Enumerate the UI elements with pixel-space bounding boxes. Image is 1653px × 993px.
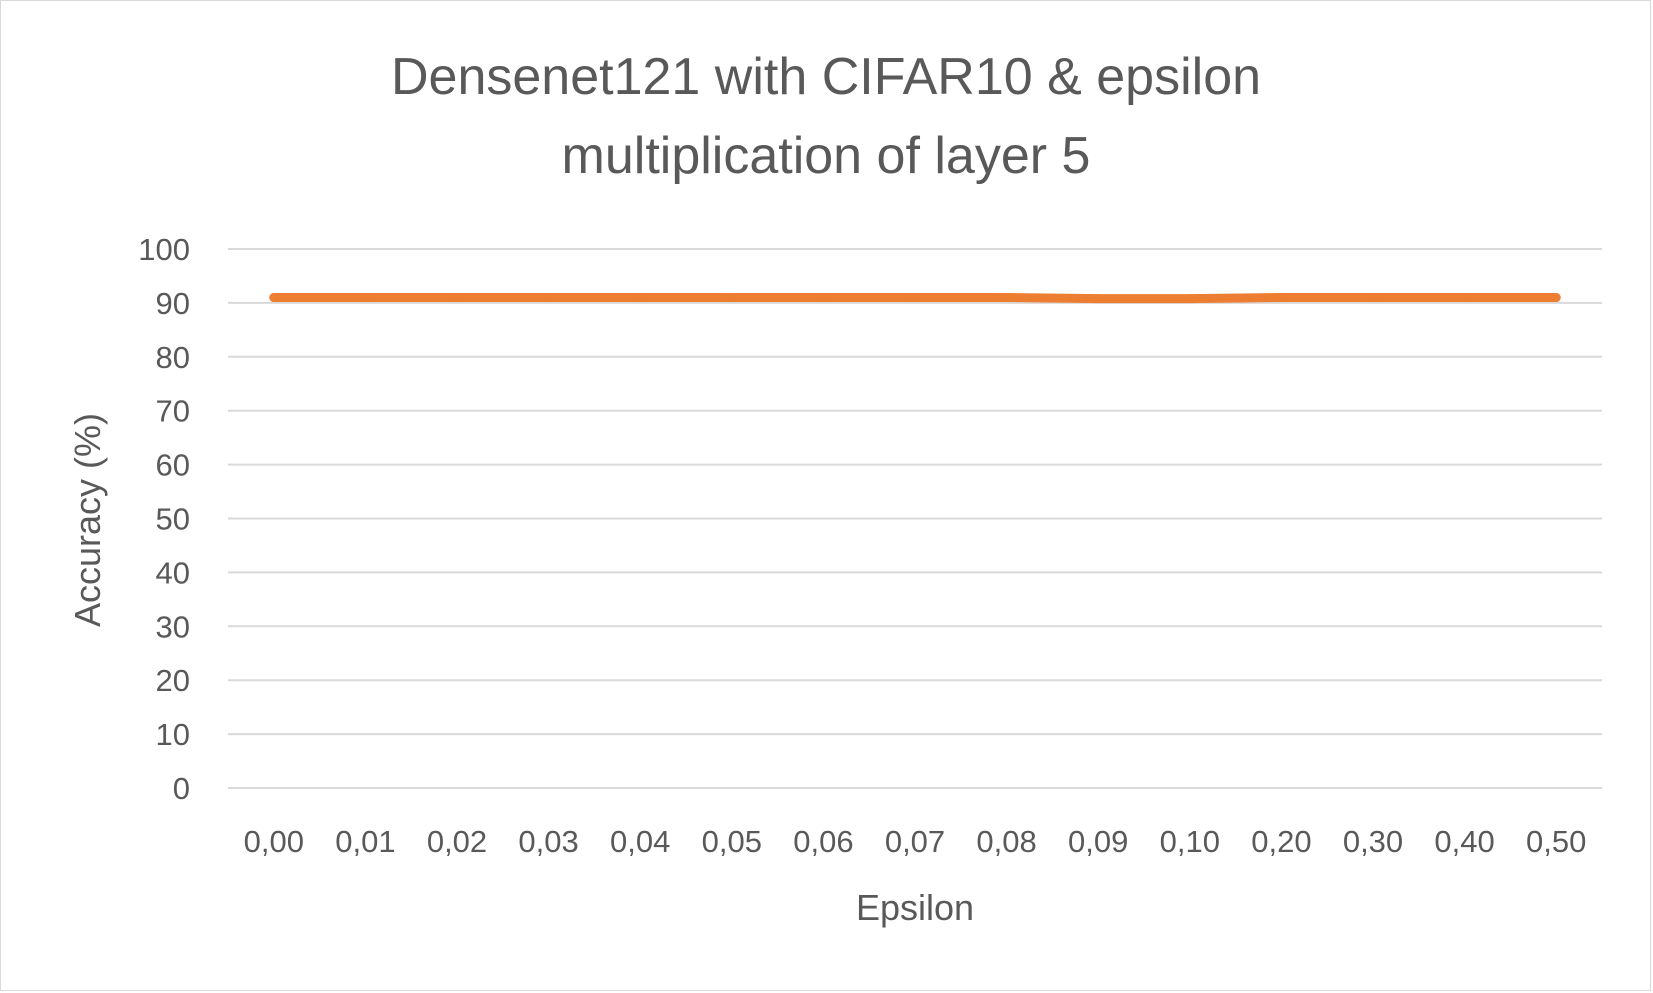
y-tick-label: 0: [173, 771, 190, 806]
x-axis-title: Epsilon: [856, 887, 974, 928]
data-point: [1368, 293, 1378, 303]
x-tick-label: 0,00: [244, 824, 304, 859]
x-tick-label: 0,06: [793, 824, 853, 859]
y-tick-label: 10: [156, 717, 190, 752]
y-tick-label: 40: [156, 555, 190, 590]
data-point: [544, 293, 554, 303]
x-axis-tick-labels: 0,00 0,01 0,02 0,03 0,04 0,05 0,06 0,07 0,08 0,09…: [244, 824, 1587, 859]
data-point: [1093, 294, 1103, 304]
data-point: [1551, 293, 1561, 303]
y-tick-label: 60: [156, 448, 190, 483]
data-point: [1002, 293, 1012, 303]
x-tick-label: 0,10: [1160, 824, 1220, 859]
y-tick-label: 80: [156, 340, 190, 375]
data-point: [910, 293, 920, 303]
data-point: [452, 293, 462, 303]
y-tick-label: 90: [156, 286, 190, 321]
y-tick-label: 50: [156, 502, 190, 537]
x-tick-label: 0,04: [610, 824, 670, 859]
x-tick-label: 0,09: [1068, 824, 1128, 859]
x-tick-label: 0,02: [427, 824, 487, 859]
x-tick-label: 0,01: [335, 824, 395, 859]
series-layer: [269, 293, 1561, 304]
x-tick-label: 0,03: [518, 824, 578, 859]
data-point: [1460, 293, 1470, 303]
y-tick-label: 100: [138, 232, 190, 267]
data-point: [818, 293, 828, 303]
chart-title-line-2: multiplication of layer 5: [562, 127, 1091, 185]
data-point: [360, 293, 370, 303]
x-tick-label: 0,20: [1251, 824, 1311, 859]
chart-title-line-1: Densenet121 with CIFAR10 & epsilon: [391, 48, 1261, 106]
y-tick-label: 70: [156, 394, 190, 429]
data-point: [1276, 293, 1286, 303]
chart-title: Densenet121 with CIFAR10 & epsilon multi…: [391, 48, 1261, 185]
y-axis-title: Accuracy (%): [67, 413, 108, 627]
x-tick-label: 0,08: [976, 824, 1036, 859]
x-tick-label: 0,50: [1526, 824, 1586, 859]
gridlines: [228, 248, 1602, 789]
x-tick-label: 0,07: [885, 824, 945, 859]
data-point: [269, 293, 279, 303]
x-tick-label: 0,30: [1343, 824, 1403, 859]
data-point: [635, 293, 645, 303]
data-point: [727, 293, 737, 303]
x-tick-label: 0,05: [702, 824, 762, 859]
y-tick-label: 20: [156, 663, 190, 698]
x-tick-label: 0,40: [1434, 824, 1494, 859]
data-point: [1185, 294, 1195, 304]
y-tick-label: 30: [156, 609, 190, 644]
y-axis-tick-labels: 0 10 20 30 40 50 60 70 80 90 100: [138, 232, 190, 806]
